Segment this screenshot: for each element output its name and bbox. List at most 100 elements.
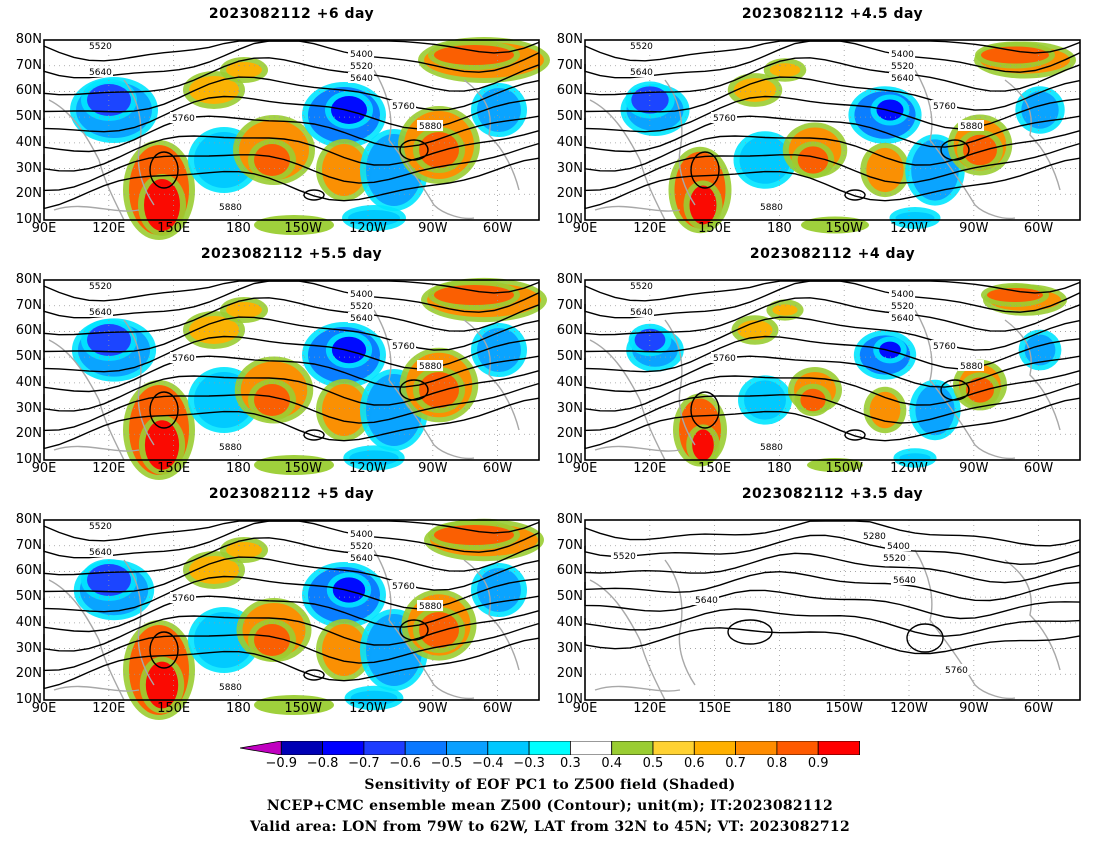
contour-label: 5760: [711, 352, 737, 364]
map-panel-2: 5520 5400 5520 5640 5640 5760 5760 5880 5880: [584, 39, 1081, 234]
colorbar-segment: [280, 741, 323, 755]
contour-line: [584, 627, 1081, 655]
contour-line: [43, 637, 540, 690]
contour-line: [43, 57, 540, 96]
lat-label: 40N: [15, 374, 42, 390]
contour-label: 5760: [170, 112, 196, 124]
colorbar-segment: [611, 741, 654, 755]
contour-line: [584, 534, 1081, 566]
lat-label: 10N: [556, 452, 583, 467]
coastline: [1004, 319, 1061, 431]
sensitivity-shade: [987, 288, 1043, 302]
map-panel-1: 5520 5400 5520 5640 5640 5760 5760 5880 5880: [43, 37, 550, 240]
sensitivity-shade: [981, 46, 1049, 64]
contour-loop: [906, 623, 944, 653]
colorbar-tick-label: −0.4: [472, 756, 504, 771]
svg-text:5880: 5880: [760, 203, 783, 213]
coastline: [589, 579, 666, 701]
lon-label: 120E: [633, 701, 667, 716]
svg-text:5520: 5520: [350, 542, 373, 552]
lon-label: 180: [225, 701, 251, 716]
contour-line: [43, 575, 540, 613]
contour-loop: [940, 139, 970, 161]
contour-line: [584, 76, 1081, 113]
svg-text:5520: 5520: [630, 42, 653, 52]
lon-label: 90W: [418, 701, 448, 716]
svg-text:5640: 5640: [630, 308, 653, 318]
lat-label: 40N: [556, 374, 583, 390]
contour-label: 5760: [711, 112, 737, 124]
colorbar-tick-label: 0.3: [560, 756, 581, 771]
svg-text:5280: 5280: [863, 532, 886, 542]
lat-label: 80N: [15, 272, 42, 287]
svg-text:5760: 5760: [933, 342, 956, 352]
colorbar-tick-label: 0.4: [601, 756, 623, 771]
coastline: [123, 319, 155, 446]
coastline: [594, 685, 681, 692]
map-svg: 5520 5400 5520 5640 5640 5760 5760 5880 5880: [584, 39, 1081, 234]
contour-line: [584, 589, 1081, 620]
contour-label: 5880: [958, 120, 984, 132]
map-frame: [43, 279, 540, 461]
svg-text:5760: 5760: [172, 114, 195, 124]
lon-label: 60W: [1023, 461, 1054, 476]
contour-line: [584, 316, 1081, 353]
lon-label: 120E: [633, 221, 667, 236]
colorbar: [240, 741, 860, 755]
coastline: [914, 549, 1016, 700]
contour-line: [584, 115, 1081, 153]
contour-line: [584, 335, 1081, 373]
map-panel-5: 5520 5400 5520 5640 5640 5760 5760 5880 5880: [43, 518, 544, 720]
lat-label: 60N: [15, 563, 42, 579]
contour-line: [43, 76, 540, 113]
sensitivity-shade: [866, 147, 904, 193]
contour-label: 5880: [758, 441, 784, 453]
contour-label: 5640: [87, 546, 113, 558]
svg-text:5400: 5400: [350, 290, 373, 300]
contour-loop: [303, 189, 325, 201]
sensitivity-shade: [807, 458, 863, 472]
contour-label: 5880: [417, 120, 443, 132]
contour-label: 5640: [628, 66, 654, 78]
sensitivity-shade: [966, 377, 994, 403]
lat-label: 20N: [15, 186, 42, 202]
lon-label: 120E: [633, 461, 667, 476]
lon-label: 90E: [572, 461, 598, 476]
lat-label: 40N: [556, 614, 583, 630]
sensitivity-shade: [733, 78, 777, 102]
panel-title-6: 2023082112 +3.5 day: [741, 486, 924, 502]
colorbar-segment: [735, 741, 778, 755]
colorbar-segment: [363, 741, 406, 755]
contour-label: 5640: [87, 306, 113, 318]
contour-loop: [303, 669, 325, 681]
contour-label: 5880: [958, 360, 984, 372]
lon-label: 120E: [92, 701, 126, 716]
svg-text:5760: 5760: [713, 354, 736, 364]
panel-title-5: 2023082112 +5 day: [208, 486, 375, 502]
contour-label: 5880: [217, 441, 243, 453]
lat-label: 40N: [556, 134, 583, 150]
contour-line: [43, 157, 540, 210]
contour-label: 5400: [348, 288, 374, 300]
contour-label: 5520: [628, 280, 654, 292]
lat-label: 70N: [556, 297, 583, 313]
panel-title-4: 2023082112 +4 day: [749, 246, 916, 262]
coastline: [373, 309, 475, 460]
svg-text:5880: 5880: [219, 443, 242, 453]
contour-line: [584, 130, 1081, 172]
lat-label: 30N: [556, 160, 583, 176]
colorbar-tick-label: 0.9: [807, 756, 829, 771]
svg-text:5640: 5640: [89, 68, 112, 78]
contour-line: [43, 130, 540, 172]
lat-label: 70N: [556, 537, 583, 553]
contour-loop: [303, 429, 325, 441]
lon-label: 90W: [959, 461, 989, 476]
colorbar-tick-label: −0.6: [389, 756, 421, 771]
contour-line: [584, 95, 1081, 133]
contour-label: 5520: [889, 300, 915, 312]
lon-label: 120E: [92, 221, 126, 236]
panel-title-3: 2023082112 +5.5 day: [200, 246, 383, 262]
map-svg: 5520 5400 5520 5640 5640 5760 5760 5880 5880: [584, 279, 1081, 472]
sensitivity-shade: [800, 388, 826, 412]
svg-text:5760: 5760: [713, 114, 736, 124]
